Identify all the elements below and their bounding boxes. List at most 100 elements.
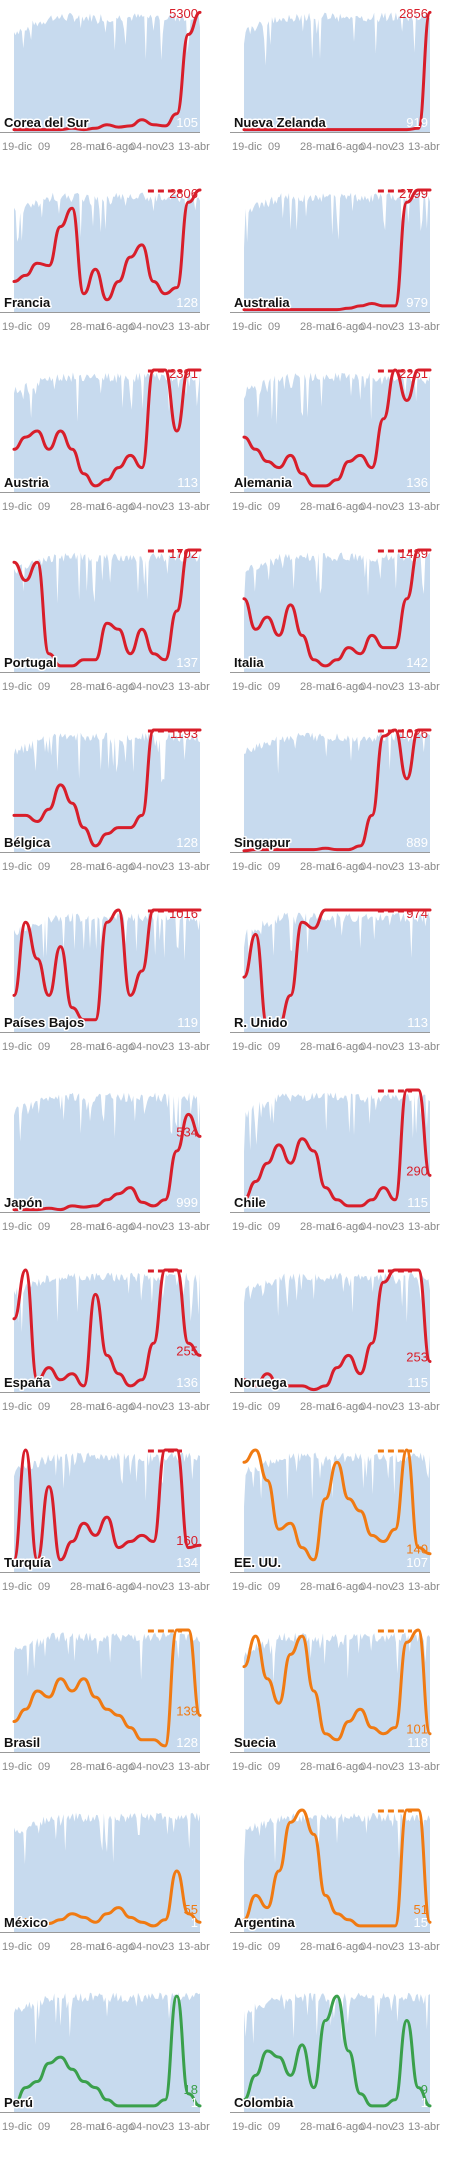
x-tick-label: 04-nov [130, 1581, 164, 1593]
x-tick-label: 23 [392, 501, 404, 513]
tests-value-label: 136 [406, 475, 428, 490]
country-label-halo: Nueva Zelanda [234, 115, 327, 130]
x-tick-label: 19-dic [232, 1041, 262, 1053]
current-value-label: 139 [176, 1703, 198, 1718]
x-tick-label: 04-nov [360, 321, 394, 333]
series-line [242, 728, 432, 853]
x-tick-label: 16-ago [330, 1041, 364, 1053]
country-label-halo: Turquía [4, 1555, 51, 1570]
panel-14: Chile Chile 115 290 19-dic 09 28-mar 16-ago 04-n… [230, 1080, 440, 1260]
country-label: Portugal [4, 655, 57, 670]
country-label-halo: Colombia [234, 2095, 294, 2110]
country-label: Perú [4, 2095, 33, 2110]
x-tick-label: 19-dic [2, 1581, 32, 1593]
tests-value-label: 107 [406, 1555, 428, 1570]
x-tick-label: 28-mar [70, 1401, 105, 1413]
current-value-label: 55 [184, 1902, 198, 1917]
series-line [12, 10, 202, 132]
x-tick-label: 28-mar [70, 321, 105, 333]
x-tick-label: 28-mar [70, 861, 105, 873]
tests-area [14, 552, 200, 672]
x-tick-label: 23 [162, 2121, 174, 2133]
series-line [12, 368, 202, 488]
x-tick-label: 16-ago [330, 501, 364, 513]
panel-24: Colombia Colombia 1 9 19-dic 09 28-mar 16-ago 04… [230, 1980, 440, 2160]
tests-area [244, 732, 430, 852]
x-tick-label: 28-mar [300, 861, 335, 873]
x-tick-label: 23 [392, 321, 404, 333]
x-tick-label: 04-nov [360, 1761, 394, 1773]
panel-20: Suecia Suecia 118 101 19-dic 09 28-mar 16-ago 04… [230, 1620, 440, 1800]
x-tick-label: 23 [392, 681, 404, 693]
x-tick-label: 09 [38, 681, 50, 693]
country-label-halo: Brasil [4, 1735, 40, 1750]
current-value-label: 1026 [399, 726, 428, 741]
x-tick-label: 09 [38, 1221, 50, 1233]
country-label-halo: Portugal [4, 655, 57, 670]
x-tick-label: 28-mar [300, 1761, 335, 1773]
series-line [12, 1628, 202, 1748]
panel-1: Corea del Sur Corea del Sur 105 5300 19-dic 0… [0, 0, 210, 180]
country-label: Nueva Zelanda [234, 115, 327, 130]
country-label-halo: Suecia [234, 1735, 277, 1750]
x-tick-label: 28-mar [70, 1041, 105, 1053]
x-tick-label: 09 [268, 1941, 280, 1953]
x-tick-label: 04-nov [130, 501, 164, 513]
tests-area [244, 12, 430, 132]
x-tick-label: 04-nov [360, 861, 394, 873]
series-line [12, 1994, 202, 2108]
x-tick-label: 16-ago [330, 2121, 364, 2133]
series-line [242, 1448, 432, 1562]
x-tick-label: 19-dic [232, 861, 262, 873]
x-tick-label: 09 [38, 321, 50, 333]
current-value-label: 5300 [169, 6, 198, 21]
country-label-halo: Alemania [234, 475, 293, 490]
series-line [242, 1628, 432, 1742]
x-tick-label: 28-mar [300, 681, 335, 693]
x-tick-label: 16-ago [100, 1761, 134, 1773]
country-label: México [4, 1915, 48, 1930]
panel-8: Italia Italia 142 1489 19-dic 09 28-mar 16-ago 0… [230, 540, 440, 720]
x-tick-label: 28-mar [300, 141, 335, 153]
x-tick-label: 19-dic [232, 681, 262, 693]
panel-16: Noruega Noruega 115 253 19-dic 09 28-mar 16-ago… [230, 1260, 440, 1440]
x-tick-label: 16-ago [100, 1941, 134, 1953]
series-line [242, 188, 432, 312]
current-value-label: 2799 [399, 186, 428, 201]
country-label: Australia [234, 295, 290, 310]
x-tick-label: 19-dic [2, 1041, 32, 1053]
x-tick-label: 23 [162, 1761, 174, 1773]
current-value-label: 534 [176, 1124, 198, 1139]
x-tick-label: 16-ago [100, 1041, 134, 1053]
country-label: España [4, 1375, 51, 1390]
tests-area [14, 372, 200, 492]
tests-area [14, 1272, 200, 1392]
x-tick-label: 23 [162, 141, 174, 153]
country-label: Argentina [234, 1915, 295, 1930]
x-tick-label: 28-mar [70, 2121, 105, 2133]
series-line [242, 908, 432, 1028]
current-value-label: 2806 [169, 186, 198, 201]
panel-5: Austria Austria 113 2391 19-dic 09 28-mar 16-ag… [0, 360, 210, 540]
tests-value-label: 128 [176, 1735, 198, 1750]
x-tick-label: 28-mar [300, 1221, 335, 1233]
x-tick-label: 16-ago [100, 501, 134, 513]
x-tick-label: 28-mar [300, 1401, 335, 1413]
x-tick-label: 04-nov [360, 1941, 394, 1953]
x-tick-label: 13-abr [408, 321, 440, 333]
tests-value-label: 134 [176, 1555, 198, 1570]
x-tick-label: 19-dic [2, 141, 32, 153]
country-label-halo: Singapur [234, 835, 290, 850]
x-tick-label: 04-nov [360, 501, 394, 513]
panel-6: Alemania Alemania 136 2261 19-dic 09 28-mar 16-… [230, 360, 440, 540]
x-tick-label: 09 [268, 861, 280, 873]
tests-area [14, 1632, 200, 1752]
x-tick-label: 23 [392, 141, 404, 153]
tests-value-label: 979 [406, 295, 428, 310]
country-label-halo: España [4, 1375, 51, 1390]
